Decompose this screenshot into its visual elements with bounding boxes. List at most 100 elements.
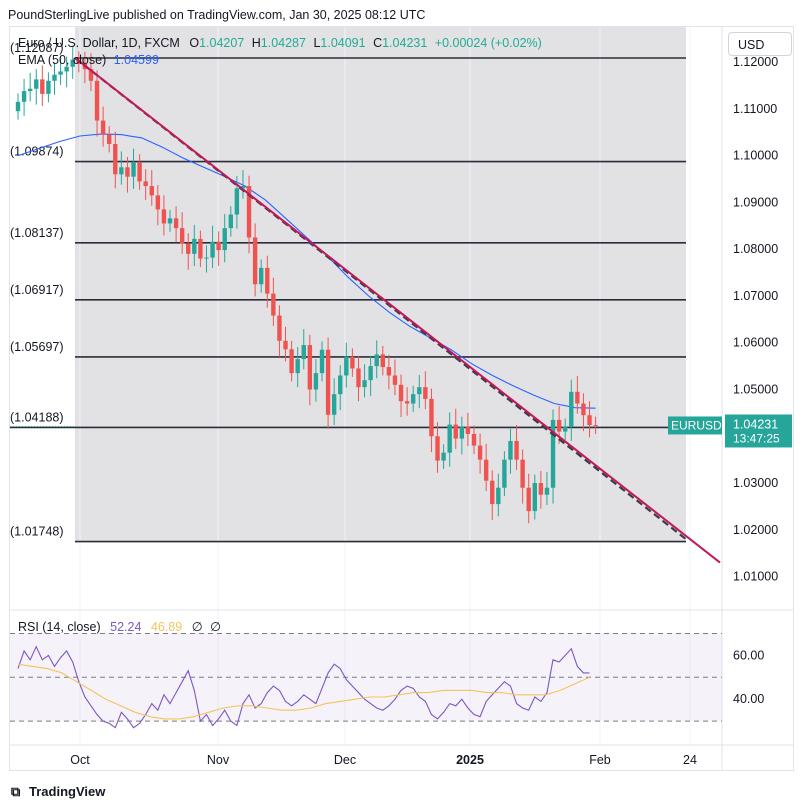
candle-body[interactable] — [228, 214, 233, 229]
candle-body[interactable] — [107, 134, 112, 144]
candle-body[interactable] — [283, 340, 288, 350]
candle-body[interactable] — [143, 181, 148, 187]
candle-body[interactable] — [301, 345, 306, 360]
candle-body[interactable] — [338, 375, 343, 395]
candle-body[interactable] — [386, 367, 392, 376]
rsi-label[interactable]: RSI (14, close) — [18, 620, 101, 634]
candle-body[interactable] — [167, 218, 173, 224]
candle-body[interactable] — [587, 415, 592, 426]
candle-body[interactable] — [544, 487, 550, 495]
candle-body[interactable] — [435, 436, 440, 461]
candle-body[interactable] — [550, 419, 556, 488]
candle-body[interactable] — [368, 366, 373, 381]
candle-body[interactable] — [490, 480, 495, 505]
candle-body[interactable] — [411, 394, 416, 404]
candle-body[interactable] — [526, 487, 531, 512]
candle-body[interactable] — [569, 391, 574, 427]
candle-body[interactable] — [556, 419, 562, 432]
candle-body[interactable] — [15, 101, 21, 112]
candle-body[interactable] — [496, 487, 501, 505]
candle-body[interactable] — [27, 88, 33, 92]
downtrend-line[interactable] — [74, 57, 721, 564]
candle-body[interactable] — [508, 440, 513, 460]
candle-body[interactable] — [222, 228, 227, 251]
candle-body[interactable] — [520, 459, 525, 488]
candle-body[interactable] — [532, 483, 537, 512]
candle-body[interactable] — [398, 384, 404, 402]
candle-body[interactable] — [21, 91, 27, 102]
candle-body[interactable] — [119, 167, 124, 175]
candle-body[interactable] — [125, 167, 130, 177]
candle-body[interactable] — [477, 445, 483, 460]
candle-body[interactable] — [246, 186, 252, 238]
candle-body[interactable] — [100, 120, 106, 135]
candle-body[interactable] — [404, 401, 410, 404]
ema-line[interactable] — [17, 133, 596, 409]
candle-body[interactable] — [34, 79, 39, 89]
candle-body[interactable] — [58, 71, 63, 75]
candle-body[interactable] — [265, 267, 270, 294]
candle-body[interactable] — [137, 162, 142, 182]
candle-body[interactable] — [502, 459, 507, 488]
candle-body[interactable] — [277, 315, 282, 341]
candle-body[interactable] — [216, 241, 221, 251]
candle-body[interactable] — [161, 209, 167, 224]
candle-body[interactable] — [307, 345, 313, 390]
candle-body[interactable] — [46, 80, 51, 94]
candle-body[interactable] — [374, 354, 379, 367]
candle-body[interactable] — [131, 162, 136, 177]
candle-body[interactable] — [447, 424, 452, 453]
candle-body[interactable] — [362, 380, 367, 388]
candle-body[interactable] — [471, 433, 477, 446]
candle-body[interactable] — [295, 359, 300, 374]
candle-body[interactable] — [289, 349, 294, 374]
dashed-trend-line[interactable] — [74, 57, 687, 541]
ema-label[interactable]: EMA (50, close) — [18, 53, 107, 67]
candle-body[interactable] — [94, 80, 100, 121]
tradingview-footer[interactable]: ⧉ TradingView — [11, 784, 105, 800]
currency-button[interactable]: USD — [728, 32, 792, 56]
candle-body[interactable] — [575, 391, 580, 404]
candle-body[interactable] — [259, 267, 264, 285]
candle-body[interactable] — [319, 349, 325, 374]
candle-body[interactable] — [538, 483, 544, 495]
candle-body[interactable] — [380, 354, 385, 368]
candle-body[interactable] — [423, 387, 428, 399]
candle-body[interactable] — [240, 186, 246, 189]
candle-body[interactable] — [441, 452, 446, 461]
candle-body[interactable] — [186, 243, 191, 254]
candle-body[interactable] — [483, 459, 489, 481]
rsi-ma-line[interactable] — [17, 663, 590, 720]
candle-body[interactable] — [204, 257, 209, 259]
candle-body[interactable] — [459, 426, 465, 439]
candle-body[interactable] — [325, 349, 331, 415]
candle-body[interactable] — [234, 188, 240, 215]
candle-body[interactable] — [344, 356, 349, 376]
candle-body[interactable] — [593, 425, 598, 427]
symbol-label[interactable]: Euro / U.S. Dollar, 1D, FXCM — [18, 36, 180, 50]
candle-body[interactable] — [88, 69, 94, 81]
candle-body[interactable] — [356, 368, 361, 388]
candle-body[interactable] — [581, 403, 586, 416]
candle-body[interactable] — [313, 373, 319, 390]
candle-body[interactable] — [192, 238, 197, 254]
candle-body[interactable] — [271, 293, 276, 316]
candle-body[interactable] — [198, 238, 203, 259]
candle-body[interactable] — [331, 394, 337, 415]
candle-body[interactable] — [173, 218, 179, 229]
candle-body[interactable] — [155, 195, 161, 210]
candle-body[interactable] — [52, 74, 57, 81]
candle-body[interactable] — [252, 237, 258, 285]
candle-body[interactable] — [40, 79, 45, 94]
candle-body[interactable] — [465, 426, 471, 434]
candle-body[interactable] — [179, 228, 185, 244]
candle-body[interactable] — [149, 186, 154, 196]
candle-body[interactable] — [453, 424, 458, 439]
candle-body[interactable] — [563, 426, 568, 432]
candle-body[interactable] — [64, 66, 69, 72]
candle-body[interactable] — [429, 398, 434, 437]
candle-body[interactable] — [113, 143, 118, 175]
candle-body[interactable] — [392, 375, 398, 385]
candle-body[interactable] — [514, 440, 519, 460]
